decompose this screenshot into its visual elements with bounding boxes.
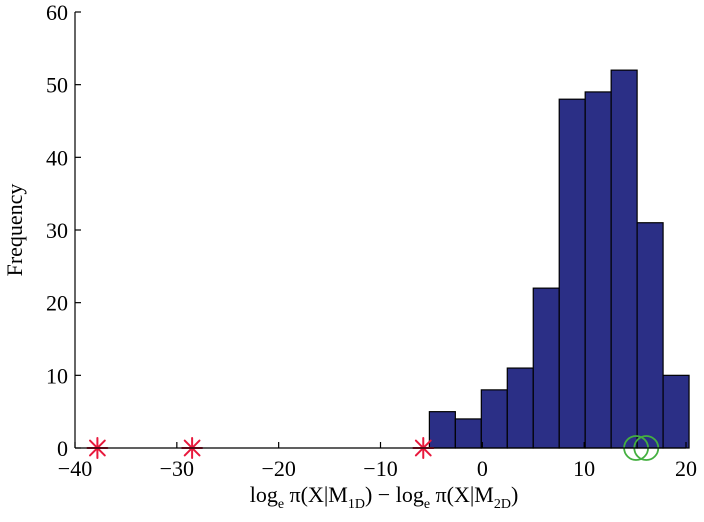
histogram-bar — [584, 91, 612, 449]
x-tick-label: 10 — [573, 456, 595, 481]
x-axis-title: loge π(X|M1D) − loge π(X|M2D) — [250, 482, 519, 512]
x-tick-label: 20 — [675, 456, 697, 481]
bars-layer — [428, 69, 690, 449]
histogram-bar — [610, 69, 638, 449]
x-tick-label: −30 — [160, 456, 194, 481]
histogram-bar — [662, 374, 690, 449]
x-tick-label: −20 — [261, 456, 295, 481]
y-tick-label: 0 — [57, 436, 68, 461]
histogram-bar — [636, 222, 664, 449]
y-tick-label: 30 — [46, 218, 68, 243]
x-tick-label: −10 — [363, 456, 397, 481]
x-tick-label: 0 — [477, 456, 488, 481]
histogram-bar — [480, 389, 508, 449]
histogram-bar — [532, 287, 560, 449]
axes-layer — [74, 11, 687, 449]
y-axis-title: Frequency — [2, 184, 27, 277]
y-tick-label: 60 — [46, 0, 68, 25]
labels-layer: −40 −30 −20 −10 0 10 20 0 10 20 30 40 50 60 Frequency l… — [2, 0, 697, 512]
y-tick-label: 50 — [46, 73, 68, 98]
histogram-bar — [428, 411, 456, 449]
y-tick-label: 20 — [46, 291, 68, 316]
histogram-bar — [506, 367, 534, 449]
histogram-bar — [454, 418, 482, 449]
y-tick-label: 10 — [46, 363, 68, 388]
histogram-bar — [558, 98, 586, 449]
x-tick-label: −40 — [58, 456, 92, 481]
y-tick-label: 40 — [46, 145, 68, 170]
